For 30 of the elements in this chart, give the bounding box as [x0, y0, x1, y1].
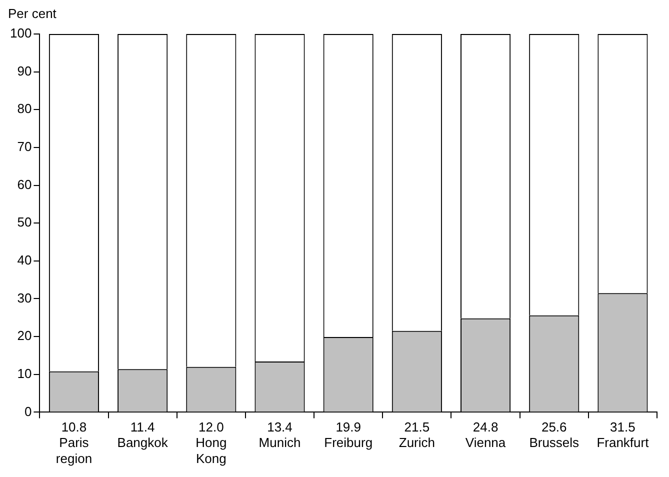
x-tick-label: Vienna: [465, 435, 506, 450]
data-label: 10.8: [61, 420, 87, 435]
x-tick-label: Paris region: [56, 435, 92, 466]
data-label: 19.9: [336, 420, 361, 435]
y-tick-label: 10: [17, 366, 32, 381]
y-tick-label: 60: [17, 176, 32, 192]
data-label: 24.8: [472, 420, 498, 435]
x-tick-label: Brussels: [529, 435, 580, 450]
y-tick-label: 50: [17, 214, 32, 230]
y-axis-title: Per cent: [8, 6, 57, 22]
y-tick-label: 0: [24, 404, 32, 419]
data-label: 25.6: [541, 420, 567, 435]
x-tick-label: Freiburg: [324, 435, 373, 450]
y-tick-label: 90: [17, 63, 32, 78]
x-tick-label: Bangkok: [117, 435, 168, 450]
data-label: 11.4: [130, 420, 155, 435]
y-tick-label: 80: [17, 101, 32, 116]
data-label: 31.5: [610, 420, 636, 435]
x-tick-label: Hong Kong: [196, 435, 227, 466]
y-tick-label: 20: [17, 328, 32, 344]
y-tick-label: 40: [17, 252, 32, 268]
data-label: 13.4: [267, 420, 292, 435]
y-tick-label: 70: [17, 139, 32, 154]
x-tick-label: Zurich: [398, 435, 435, 450]
data-label: 12.0: [198, 420, 224, 435]
y-tick-label: 100: [10, 26, 32, 41]
data-label: 21.5: [404, 420, 430, 435]
x-tick-label: Frankfurt: [596, 435, 650, 450]
x-tick-label: Munich: [258, 435, 301, 450]
y-tick-label: 30: [17, 290, 32, 306]
